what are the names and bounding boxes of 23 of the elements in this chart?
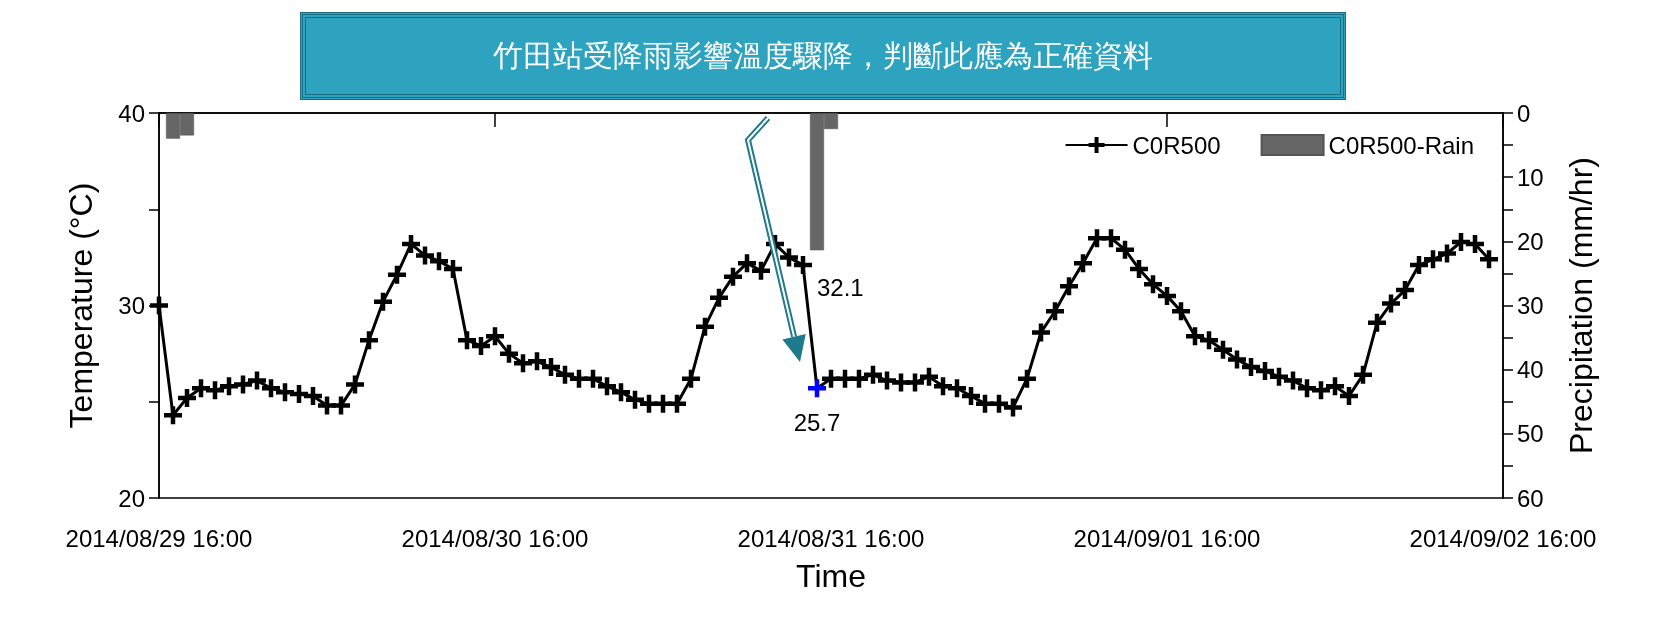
legend-label: C0R500-Rain <box>1328 131 1474 159</box>
y-tick-label: 20 <box>118 484 145 512</box>
y2-tick-label: 40 <box>1517 356 1544 384</box>
legend-label: C0R500 <box>1132 131 1221 159</box>
y2-tick-label: 10 <box>1517 163 1544 191</box>
callout-box: 竹田站受降雨影響溫度驟降，判斷此應為正確資料 <box>300 12 1346 100</box>
y-tick-label: 40 <box>118 99 145 127</box>
y2-tick-label: 50 <box>1517 420 1544 448</box>
y2-tick-label: 0 <box>1517 99 1531 127</box>
y-tick-label: 30 <box>118 292 145 319</box>
y2-tick-label: 60 <box>1517 484 1544 512</box>
x-tick-label: 2014/08/29 16:00 <box>65 524 253 552</box>
y2-tick-label: 30 <box>1517 292 1544 319</box>
x-tick-label: 2014/09/01 16:00 <box>1073 524 1261 552</box>
x-tick-label: 2014/08/30 16:00 <box>401 524 589 552</box>
x-axis-title: Time <box>796 558 866 594</box>
y2-axis-title: Precipitation (mm/hr) <box>1563 157 1599 454</box>
y2-tick-label: 20 <box>1517 227 1544 255</box>
data-label: 32.1 <box>817 273 864 301</box>
data-label: 25.7 <box>793 408 841 436</box>
y-axis-title: Temperature (°C) <box>63 182 99 429</box>
x-tick-label: 2014/09/02 16:00 <box>1409 524 1597 552</box>
x-tick-label: 2014/08/31 16:00 <box>737 524 925 552</box>
